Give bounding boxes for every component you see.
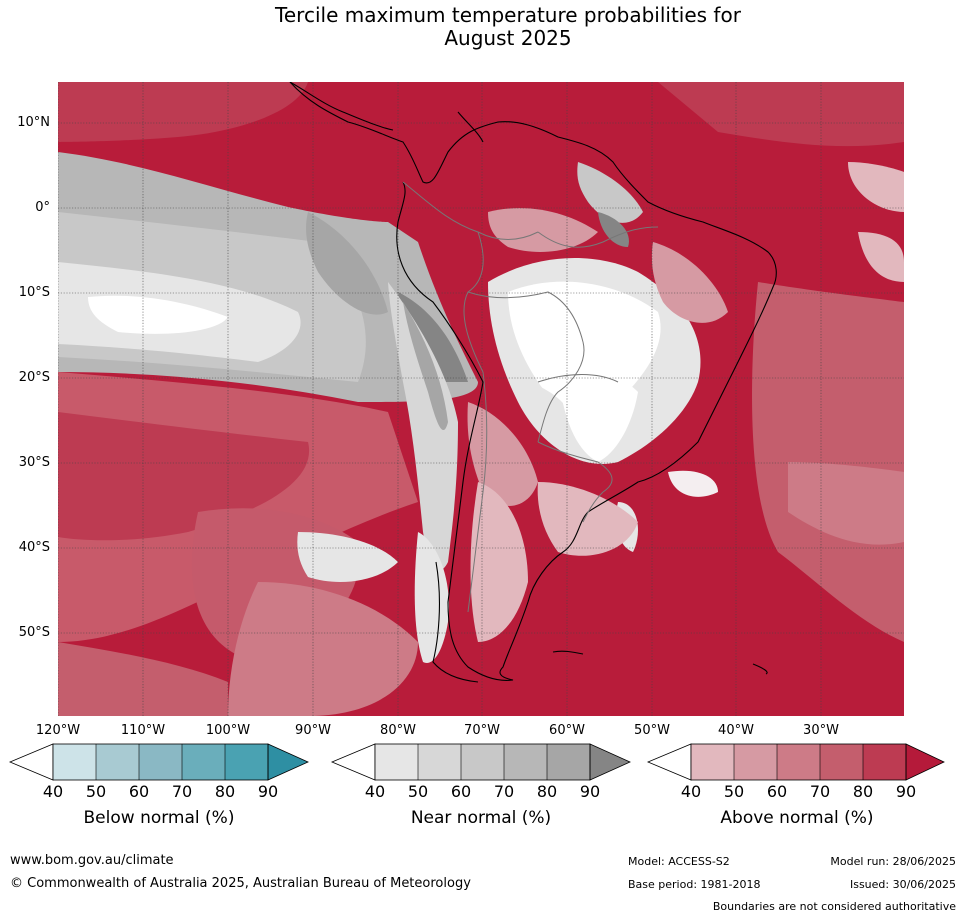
- map-canvas: [58, 82, 904, 716]
- legend-below-normal-swatch-6: [267, 743, 309, 781]
- lon-label-90w: 90°W: [295, 723, 331, 738]
- legend-near-normal-swatch-3: [461, 744, 504, 780]
- legend-below-tick-40: 40: [42, 782, 64, 801]
- lon-label-110w: 110°W: [120, 723, 166, 738]
- legend-near-tick-70: 70: [493, 782, 515, 801]
- lat-label-10s: 10°S: [18, 285, 50, 300]
- lat-label-0: 0°: [35, 200, 50, 215]
- legend-near-tick-50: 50: [407, 782, 429, 801]
- footer-base-period: Base period: 1981-2018: [628, 878, 761, 891]
- footer-copyright: © Commonwealth of Australia 2025, Austra…: [10, 876, 471, 891]
- above-normal-mid-patches: [58, 82, 904, 716]
- legend-below-title: Below normal (%): [83, 808, 235, 828]
- near-normal-region: [58, 152, 701, 663]
- footer-issued: Issued: 30/06/2025: [849, 878, 956, 891]
- lon-label-100w: 100°W: [205, 723, 251, 738]
- legend-above-normal-swatch-0: [646, 743, 692, 781]
- legend-near-normal-bar: [330, 743, 631, 781]
- above-normal-light-patches: [467, 208, 728, 642]
- lat-label-40s: 40°S: [18, 540, 50, 555]
- legend-near-normal-swatch-5: [547, 744, 590, 780]
- legend-near-normal-swatch-0: [330, 743, 376, 781]
- title-line-1: Tercile maximum temperature probabilitie…: [275, 3, 741, 27]
- legend-below-normal-swatch-5: [225, 744, 268, 780]
- legend-above-normal-swatch-6: [905, 743, 945, 781]
- lon-label-120w: 120°W: [35, 723, 81, 738]
- legend-near-normal-swatch-2: [418, 744, 461, 780]
- legend-below-normal-bar: [8, 743, 309, 781]
- legend-near-tick-60: 60: [450, 782, 472, 801]
- legend-near-title: Near normal (%): [410, 808, 552, 828]
- legend-above-tick-50: 50: [723, 782, 745, 801]
- legend-below-tick-70: 70: [171, 782, 193, 801]
- lat-label-50s: 50°S: [18, 625, 50, 640]
- legend-below-normal: 40 50 60 70 80 90 Below normal (%): [8, 742, 310, 832]
- legend-below-normal-swatch-2: [96, 744, 139, 780]
- legend-above-normal-swatch-1: [691, 744, 734, 780]
- lat-label-30s: 30°S: [18, 455, 50, 470]
- legend-near-tick-80: 80: [536, 782, 558, 801]
- footer-disclaimer: Boundaries are not considered authoritat…: [712, 900, 956, 913]
- legend-near-tick-90: 90: [579, 782, 601, 801]
- lon-label-40w: 40°W: [718, 723, 754, 738]
- legend-below-normal-swatch-0: [8, 743, 54, 781]
- legend-below-normal-swatch-4: [182, 744, 225, 780]
- footer-model: Model: ACCESS-S2: [628, 855, 730, 868]
- legend-below-normal-swatch-3: [139, 744, 182, 780]
- legend-below-tick-50: 50: [85, 782, 107, 801]
- legend-above-normal-swatch-5: [863, 744, 906, 780]
- legend-near-normal-swatch-1: [375, 744, 418, 780]
- legend-below-tick-80: 80: [214, 782, 236, 801]
- lon-label-60w: 60°W: [549, 723, 585, 738]
- lon-label-30w: 30°W: [803, 723, 839, 738]
- legend-near-normal-swatch-6: [589, 743, 631, 781]
- lon-label-50w: 50°W: [634, 723, 670, 738]
- legend-near-tick-40: 40: [364, 782, 386, 801]
- legend-above-tick-40: 40: [680, 782, 702, 801]
- legend-above-tick-60: 60: [766, 782, 788, 801]
- footer-model-run: Model run: 28/06/2025: [830, 855, 956, 868]
- legend-near-normal-swatch-4: [504, 744, 547, 780]
- lat-label-10n: 10°N: [17, 115, 50, 130]
- legend-below-tick-60: 60: [128, 782, 150, 801]
- legend-above-normal: 40 50 60 70 80 90 Above normal (%): [646, 742, 948, 832]
- country-borders: [402, 181, 659, 613]
- legend-above-normal-swatch-3: [777, 744, 820, 780]
- probability-map: [58, 82, 904, 716]
- map-title: Tercile maximum temperature probabilitie…: [0, 4, 965, 50]
- legend-above-title: Above normal (%): [720, 808, 874, 828]
- legend-above-tick-70: 70: [809, 782, 831, 801]
- coastline: [289, 82, 777, 683]
- legend-above-normal-bar: [646, 743, 945, 781]
- title-line-2: August 2025: [444, 26, 572, 50]
- footer-website: www.bom.gov.au/climate: [10, 853, 174, 868]
- legend-above-normal-swatch-4: [820, 744, 863, 780]
- lon-label-80w: 80°W: [380, 723, 416, 738]
- legend-above-normal-swatch-2: [734, 744, 777, 780]
- legend-above-tick-80: 80: [852, 782, 874, 801]
- legend-below-normal-swatch-1: [53, 744, 96, 780]
- legend-below-tick-90: 90: [257, 782, 279, 801]
- legend-near-normal: 40 50 60 70 80 90 Near normal (%): [330, 742, 632, 832]
- lat-label-20s: 20°S: [18, 370, 50, 385]
- legend-above-tick-90: 90: [895, 782, 917, 801]
- lon-label-70w: 70°W: [464, 723, 500, 738]
